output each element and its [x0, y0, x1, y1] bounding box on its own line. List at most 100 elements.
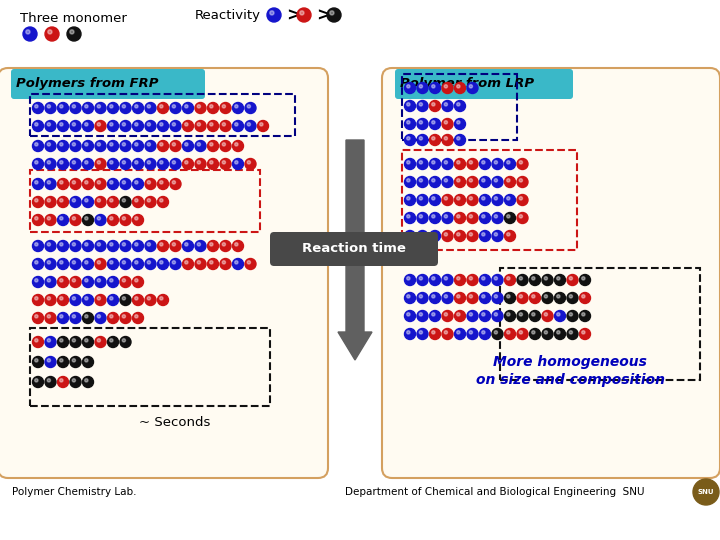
Circle shape [407, 330, 410, 334]
Circle shape [132, 179, 143, 190]
Circle shape [60, 181, 63, 184]
Circle shape [235, 161, 238, 164]
Circle shape [72, 242, 76, 246]
Circle shape [454, 293, 466, 303]
Circle shape [456, 197, 460, 200]
Circle shape [407, 295, 410, 298]
Circle shape [519, 161, 523, 164]
Circle shape [220, 259, 231, 269]
Circle shape [107, 294, 119, 306]
Circle shape [83, 103, 94, 113]
Circle shape [58, 259, 68, 269]
Circle shape [45, 276, 56, 287]
Circle shape [97, 105, 101, 108]
Text: Reactivity: Reactivity [195, 9, 261, 22]
FancyBboxPatch shape [395, 69, 573, 99]
Circle shape [417, 177, 428, 187]
Circle shape [517, 293, 528, 303]
Circle shape [95, 103, 106, 113]
Circle shape [519, 215, 523, 218]
Circle shape [147, 105, 150, 108]
Circle shape [120, 313, 131, 323]
Circle shape [160, 181, 163, 184]
Circle shape [83, 214, 94, 226]
Circle shape [432, 330, 435, 334]
Circle shape [172, 105, 176, 108]
Circle shape [160, 105, 163, 108]
Circle shape [417, 328, 428, 340]
Circle shape [467, 293, 478, 303]
Circle shape [430, 159, 441, 170]
Circle shape [430, 293, 441, 303]
Circle shape [172, 261, 176, 264]
Circle shape [507, 215, 510, 218]
Circle shape [132, 259, 143, 269]
Circle shape [95, 120, 106, 132]
Circle shape [58, 294, 68, 306]
Circle shape [145, 259, 156, 269]
Circle shape [517, 274, 528, 286]
Circle shape [170, 259, 181, 269]
Circle shape [122, 181, 125, 184]
Circle shape [444, 161, 448, 164]
Circle shape [45, 140, 56, 152]
Circle shape [109, 161, 113, 164]
Circle shape [210, 105, 213, 108]
Circle shape [582, 295, 585, 298]
Circle shape [507, 197, 510, 200]
Circle shape [135, 123, 138, 126]
Circle shape [58, 376, 68, 388]
Circle shape [158, 159, 168, 170]
Circle shape [72, 379, 76, 382]
Circle shape [432, 313, 435, 316]
Circle shape [469, 295, 472, 298]
Circle shape [444, 215, 448, 218]
Circle shape [107, 179, 119, 190]
Circle shape [467, 328, 478, 340]
Circle shape [482, 330, 485, 334]
Circle shape [207, 103, 218, 113]
Circle shape [109, 296, 113, 300]
Circle shape [430, 100, 441, 111]
Circle shape [32, 259, 43, 269]
Circle shape [48, 379, 50, 382]
Circle shape [456, 215, 460, 218]
Circle shape [72, 143, 76, 146]
Circle shape [197, 242, 200, 246]
Circle shape [467, 83, 478, 93]
Circle shape [494, 197, 498, 200]
Circle shape [147, 199, 150, 202]
Circle shape [122, 339, 125, 342]
Circle shape [482, 179, 485, 182]
Circle shape [32, 103, 43, 113]
Circle shape [419, 161, 423, 164]
Circle shape [454, 194, 466, 206]
Circle shape [158, 240, 168, 252]
Circle shape [222, 161, 225, 164]
Circle shape [97, 161, 101, 164]
Circle shape [267, 8, 281, 22]
Circle shape [544, 330, 547, 334]
Circle shape [442, 293, 453, 303]
Circle shape [430, 274, 441, 286]
Circle shape [454, 213, 466, 224]
Circle shape [70, 376, 81, 388]
Circle shape [172, 161, 176, 164]
Circle shape [197, 105, 200, 108]
Circle shape [442, 213, 453, 224]
Circle shape [70, 179, 81, 190]
Circle shape [158, 120, 168, 132]
Circle shape [170, 159, 181, 170]
Circle shape [160, 143, 163, 146]
Circle shape [160, 199, 163, 202]
Circle shape [557, 313, 560, 316]
Circle shape [505, 159, 516, 170]
Circle shape [58, 336, 68, 348]
Circle shape [492, 328, 503, 340]
Circle shape [85, 296, 88, 300]
Bar [402, 150, 577, 250]
Circle shape [557, 330, 560, 334]
Circle shape [70, 313, 81, 323]
Circle shape [182, 103, 194, 113]
Circle shape [570, 276, 572, 280]
